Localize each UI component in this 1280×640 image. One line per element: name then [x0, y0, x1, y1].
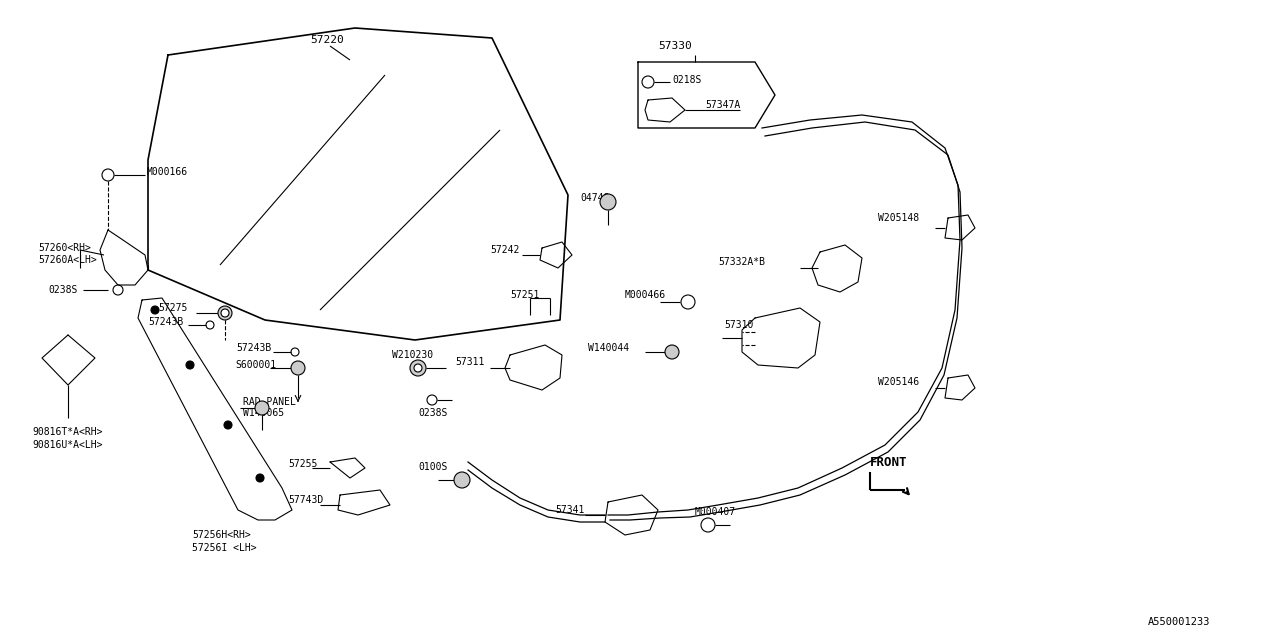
Text: 57243B: 57243B — [148, 317, 183, 327]
Text: 57243B: 57243B — [236, 343, 271, 353]
Circle shape — [291, 361, 305, 375]
Circle shape — [600, 194, 616, 210]
Text: W205148: W205148 — [878, 213, 919, 223]
Text: 57310: 57310 — [724, 320, 754, 330]
Text: A550001233: A550001233 — [1148, 617, 1211, 627]
Text: 0238S: 0238S — [419, 408, 448, 418]
Text: 0474S: 0474S — [580, 193, 609, 203]
Circle shape — [151, 306, 159, 314]
Text: S600001: S600001 — [236, 360, 276, 370]
Text: 0238S: 0238S — [49, 285, 77, 295]
Text: 0218S: 0218S — [672, 75, 701, 85]
Text: FRONT: FRONT — [870, 456, 908, 468]
Text: 90816U*A<LH>: 90816U*A<LH> — [32, 440, 102, 450]
Text: RAD PANEL: RAD PANEL — [243, 397, 296, 407]
Circle shape — [255, 401, 269, 415]
Circle shape — [454, 472, 470, 488]
Text: 57332A*B: 57332A*B — [718, 257, 765, 267]
Text: M000466: M000466 — [625, 290, 666, 300]
Text: 90816T*A<RH>: 90816T*A<RH> — [32, 427, 102, 437]
Text: 57311: 57311 — [454, 357, 484, 367]
Circle shape — [218, 306, 232, 320]
Text: 57255: 57255 — [288, 459, 317, 469]
Circle shape — [256, 474, 264, 482]
Circle shape — [224, 421, 232, 429]
Text: 57251: 57251 — [509, 290, 539, 300]
Text: W205146: W205146 — [878, 377, 919, 387]
Text: 0100S: 0100S — [419, 462, 448, 472]
Text: 57743D: 57743D — [288, 495, 324, 505]
Text: 57275: 57275 — [157, 303, 187, 313]
Circle shape — [221, 309, 229, 317]
Text: 57260A<LH>: 57260A<LH> — [38, 255, 97, 265]
Text: 57242: 57242 — [490, 245, 520, 255]
Text: M000166: M000166 — [147, 167, 188, 177]
Text: W140065: W140065 — [243, 408, 284, 418]
Circle shape — [410, 360, 426, 376]
Text: W140044: W140044 — [588, 343, 630, 353]
Circle shape — [666, 345, 678, 359]
Circle shape — [413, 364, 422, 372]
Text: 57260<RH>: 57260<RH> — [38, 243, 91, 253]
Circle shape — [186, 361, 195, 369]
Text: M000407: M000407 — [695, 507, 736, 517]
Text: W210230: W210230 — [392, 350, 433, 360]
Text: 57220: 57220 — [310, 35, 344, 45]
Text: 57341: 57341 — [556, 505, 585, 515]
Text: 57256I <LH>: 57256I <LH> — [192, 543, 256, 553]
Text: 57256H<RH>: 57256H<RH> — [192, 530, 251, 540]
Text: 57330: 57330 — [658, 41, 691, 51]
Text: 57347A: 57347A — [705, 100, 740, 110]
